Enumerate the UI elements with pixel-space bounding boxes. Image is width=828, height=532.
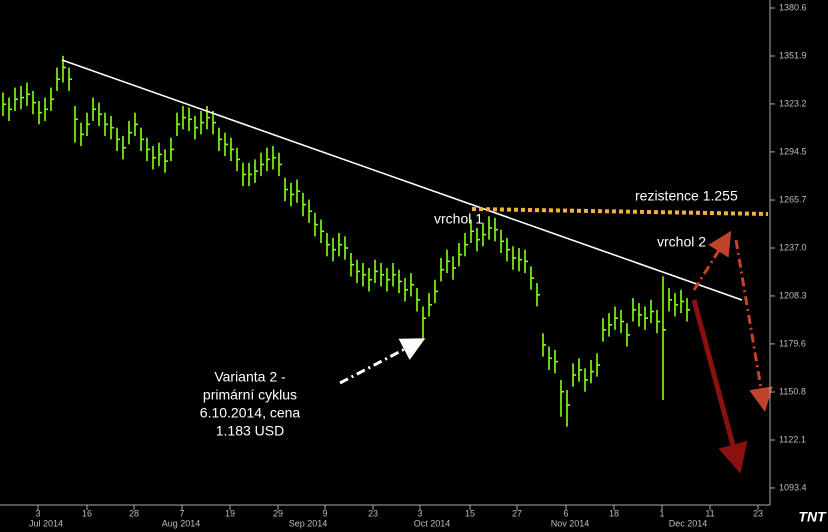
annotation: 6.10.2014, cena bbox=[200, 405, 301, 421]
resistance-line bbox=[471, 207, 769, 216]
month-label: Dec 2014 bbox=[669, 518, 708, 528]
month-label: Oct 2014 bbox=[414, 518, 451, 528]
x-tick-label: 23 bbox=[753, 508, 763, 518]
y-tick-label: 1380.6 bbox=[779, 2, 807, 12]
annotation: vrchol 1 bbox=[434, 211, 483, 227]
month-label: Sep 2014 bbox=[289, 518, 328, 528]
y-tick-label: 1179.6 bbox=[779, 338, 806, 348]
month-label: Jul 2014 bbox=[29, 518, 63, 528]
x-tick-label: 3 bbox=[35, 508, 40, 518]
x-tick-label: 19 bbox=[225, 508, 235, 518]
main-arrow-down bbox=[691, 299, 748, 474]
x-tick-label: 9 bbox=[322, 508, 327, 518]
y-tick-label: 1265.7 bbox=[779, 194, 807, 204]
y-tick-label: 1150.8 bbox=[779, 386, 806, 396]
annotation: primární cyklus bbox=[203, 387, 297, 403]
variant-arrow bbox=[339, 338, 426, 385]
x-tick-label: 15 bbox=[465, 508, 475, 518]
x-tick-label: 3 bbox=[417, 508, 422, 518]
y-tick-label: 1351.9 bbox=[779, 50, 807, 60]
logo: TNT bbox=[798, 509, 827, 525]
x-tick-label: 29 bbox=[273, 508, 283, 518]
trend-line bbox=[61, 59, 743, 301]
y-tick-label: 1208.3 bbox=[779, 290, 807, 300]
y-tick-label: 1294.5 bbox=[779, 146, 807, 156]
y-tick-label: 1122.1 bbox=[779, 434, 806, 444]
x-tick-label: 18 bbox=[609, 508, 619, 518]
x-tick-label: 27 bbox=[512, 508, 522, 518]
x-tick-label: 16 bbox=[82, 508, 92, 518]
x-tick-label: 11 bbox=[705, 508, 714, 518]
annotation: Varianta 2 - bbox=[214, 369, 286, 385]
price-bars bbox=[2, 55, 690, 427]
x-tick-label: 6 bbox=[563, 508, 568, 518]
x-tick-label: 1 bbox=[659, 508, 664, 518]
month-label: Nov 2014 bbox=[551, 518, 590, 528]
annotation: vrchol 2 bbox=[657, 234, 706, 250]
annotation: rezistence 1.255 bbox=[635, 188, 738, 204]
y-tick-label: 1323.2 bbox=[779, 98, 807, 108]
x-tick-label: 7 bbox=[179, 508, 184, 518]
annotation: 1.183 USD bbox=[216, 423, 284, 439]
month-label: Aug 2014 bbox=[162, 518, 201, 528]
scenario-arrow-down bbox=[734, 239, 773, 412]
x-tick-label: 23 bbox=[368, 508, 378, 518]
y-tick-label: 1237.0 bbox=[779, 242, 807, 252]
x-tick-label: 28 bbox=[129, 508, 139, 518]
y-tick-label: 1093.4 bbox=[779, 482, 807, 492]
